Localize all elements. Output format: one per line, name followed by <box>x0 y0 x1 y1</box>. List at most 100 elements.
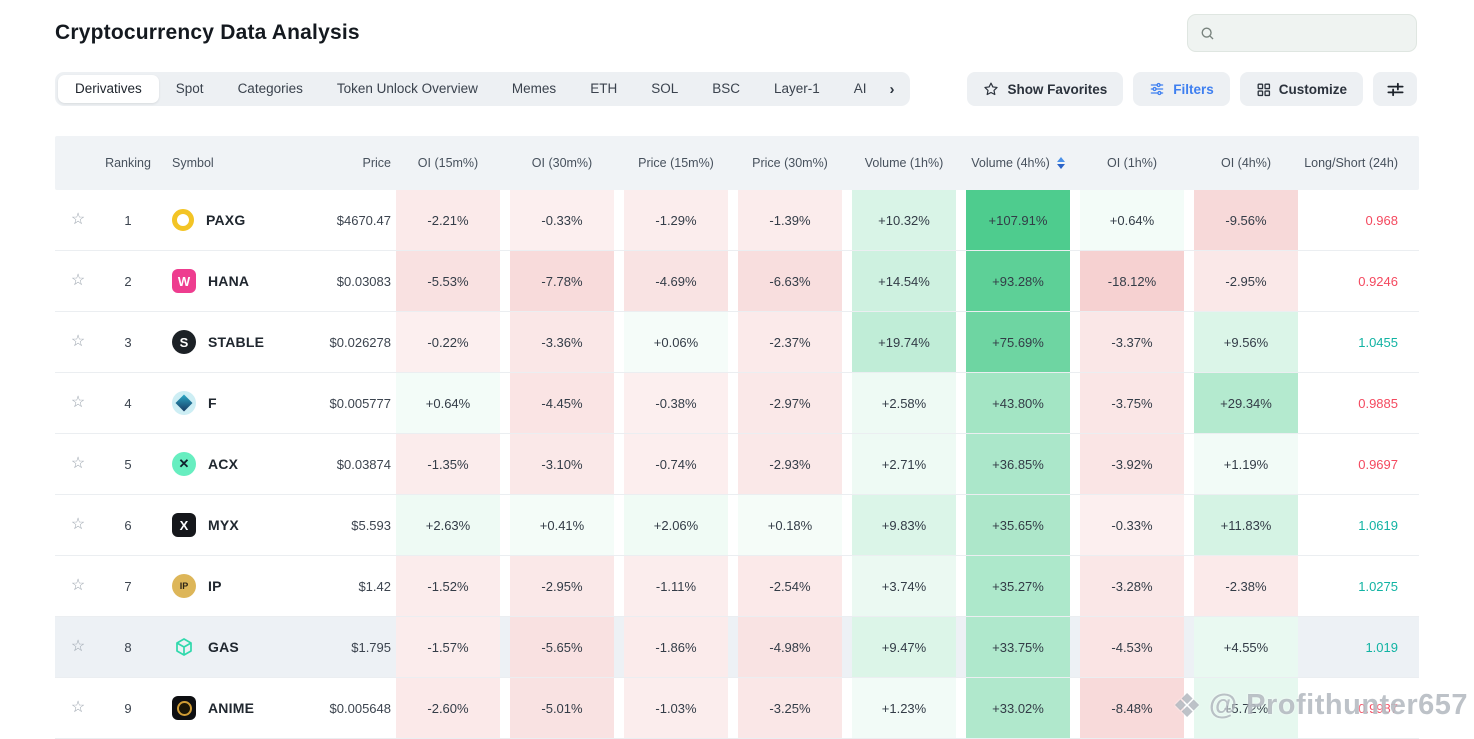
search-input[interactable] <box>1224 24 1405 42</box>
metric-value: +35.65% <box>966 495 1070 555</box>
price-cell: $0.005648 <box>329 700 391 716</box>
symbol-cell[interactable]: F <box>155 373 307 433</box>
metric-value: +14.54% <box>852 251 956 311</box>
column-header-symbol[interactable]: Symbol <box>172 156 214 170</box>
metric-value: -0.33% <box>1080 495 1184 555</box>
metric-cell-price-30m: -1.39% <box>733 190 847 250</box>
metric-cell-price-15m: +2.06% <box>619 495 733 555</box>
equalizer-icon <box>1386 82 1404 96</box>
favorite-star-icon[interactable]: ☆ <box>70 394 86 411</box>
tabs-overflow-chevron-icon[interactable]: › <box>889 80 895 98</box>
tab-derivatives[interactable]: Derivatives <box>58 75 159 103</box>
metric-cell-oi-1h: -3.37% <box>1075 312 1189 372</box>
metric-cell-price-30m: -4.98% <box>733 617 847 677</box>
metric-cell-oi-30m: -3.10% <box>505 434 619 494</box>
metric-cell-price-30m: -2.97% <box>733 373 847 433</box>
symbol-label: GAS <box>208 639 239 655</box>
table-body: ☆ 1 PAXG $4670.47 -2.21% -0.33% -1.29% -1.39% +1… <box>55 190 1419 739</box>
symbol-cell[interactable]: S STABLE <box>155 312 307 372</box>
favorite-star-icon[interactable]: ☆ <box>70 211 86 228</box>
metric-value: +0.18% <box>738 495 842 555</box>
table-row-gas[interactable]: ☆ 8 GAS $1.795 -1.57% -5.65% -1.86% -4.98% +9.47… <box>55 617 1419 678</box>
symbol-cell[interactable]: PAXG <box>155 190 307 250</box>
tab-spot[interactable]: Spot <box>175 81 204 96</box>
filters-button[interactable]: Filters <box>1133 72 1230 106</box>
tab-token-unlock-overview[interactable]: Token Unlock Overview <box>336 81 478 96</box>
column-header-price[interactable]: Price <box>362 156 391 170</box>
table-row-paxg[interactable]: ☆ 1 PAXG $4670.47 -2.21% -0.33% -1.29% -1.39% +1… <box>55 190 1419 251</box>
symbol-cell[interactable]: X MYX <box>155 495 307 555</box>
favorite-cell: ☆ <box>55 556 101 616</box>
tab-bsc[interactable]: BSC <box>712 81 740 96</box>
metric-value: -3.36% <box>510 312 614 372</box>
favorite-star-icon[interactable]: ☆ <box>70 699 86 716</box>
favorite-star-icon[interactable]: ☆ <box>70 455 86 472</box>
gas-logo-icon <box>172 635 196 659</box>
table-row-ip[interactable]: ☆ 7 IP IP $1.42 -1.52% -2.95% -1.11% -2.54% +3.74… <box>55 556 1419 617</box>
tab-eth[interactable]: ETH <box>590 81 618 96</box>
table-row-f[interactable]: ☆ 4 F $0.005777 +0.64% -4.45% -0.38% -2.97% +2.5… <box>55 373 1419 434</box>
favorite-star-icon[interactable]: ☆ <box>70 272 86 289</box>
column-header-ranking[interactable]: Ranking <box>105 156 151 170</box>
rank-cell: 9 <box>124 700 132 716</box>
metric-cell-price-15m: +0.06% <box>619 312 733 372</box>
symbol-cell[interactable]: IP IP <box>155 556 307 616</box>
show-favorites-button[interactable]: Show Favorites <box>967 72 1124 106</box>
metric-value: +9.83% <box>852 495 956 555</box>
column-header-volume-4h[interactable]: Volume (4h%) <box>961 136 1075 190</box>
metric-value: -8.48% <box>1080 678 1184 738</box>
column-header-oi-15m[interactable]: OI (15m%) <box>417 156 479 170</box>
favorite-star-icon[interactable]: ☆ <box>70 333 86 350</box>
metric-value: +2.58% <box>852 373 956 433</box>
metric-value: +4.55% <box>1194 617 1298 677</box>
metric-value: -4.69% <box>624 251 728 311</box>
symbol-cell[interactable]: W HANA <box>155 251 307 311</box>
tab-memes[interactable]: Memes <box>511 81 557 96</box>
favorite-star-icon[interactable]: ☆ <box>70 638 86 655</box>
price-cell: $1.42 <box>358 578 391 594</box>
long-short-cell: 0.9987 <box>1358 700 1398 716</box>
table-row-acx[interactable]: ☆ 5 ✕ ACX $0.03874 -1.35% -3.10% -0.74% -2.93% +2… <box>55 434 1419 495</box>
metric-value: +93.28% <box>966 251 1070 311</box>
rank-cell: 5 <box>124 456 132 472</box>
table-row-hana[interactable]: ☆ 2 W HANA $0.03083 -5.53% -7.78% -4.69% -6.63% +… <box>55 251 1419 312</box>
column-header-volume-1h[interactable]: Volume (1h%) <box>864 156 944 170</box>
column-header-oi-30m[interactable]: OI (30m%) <box>531 156 593 170</box>
metric-cell-price-30m: -2.37% <box>733 312 847 372</box>
sort-icon[interactable] <box>1056 157 1065 169</box>
column-header-price-15m[interactable]: Price (15m%) <box>638 156 714 170</box>
metric-value: -1.29% <box>624 190 728 250</box>
metric-cell-price-30m: -2.93% <box>733 434 847 494</box>
customize-button[interactable]: Customize <box>1239 72 1363 106</box>
metric-value: +2.06% <box>624 495 728 555</box>
controls-row: Derivatives Spot Categories Token Unlock Ov… <box>0 72 1474 106</box>
symbol-cell[interactable]: ANIME <box>155 678 307 738</box>
column-header-long-short-24h[interactable]: Long/Short (24h) <box>1304 156 1398 170</box>
metric-value: +9.47% <box>852 617 956 677</box>
column-header-price-30m[interactable]: Price (30m%) <box>752 156 828 170</box>
tab-bar: Derivatives Spot Categories Token Unlock Ov… <box>55 72 910 106</box>
symbol-cell[interactable]: GAS <box>155 617 307 677</box>
table-row-stable[interactable]: ☆ 3 S STABLE $0.026278 -0.22% -3.36% +0.06% -2.3… <box>55 312 1419 373</box>
metric-cell-price-15m: -0.74% <box>619 434 733 494</box>
metric-value: -2.93% <box>738 434 842 494</box>
tab-categories[interactable]: Categories <box>237 81 303 96</box>
tab-sol[interactable]: SOL <box>651 81 679 96</box>
column-header-oi-4h[interactable]: OI (4h%) <box>1220 156 1271 170</box>
metric-value: -9.56% <box>1194 190 1298 250</box>
search-box[interactable] <box>1187 14 1417 52</box>
metric-value: -2.60% <box>396 678 500 738</box>
metric-value: +0.64% <box>396 373 500 433</box>
tab-layer-1[interactable]: Layer-1 <box>773 81 820 96</box>
column-header-oi-1h[interactable]: OI (1h%) <box>1106 156 1157 170</box>
table-row-myx[interactable]: ☆ 6 X MYX $5.593 +2.63% +0.41% +2.06% +0.18% +9.8… <box>55 495 1419 556</box>
tab-ai[interactable]: AI <box>853 81 867 96</box>
column-settings-button[interactable] <box>1373 72 1417 106</box>
search-icon <box>1201 27 1214 40</box>
favorite-star-icon[interactable]: ☆ <box>70 577 86 594</box>
favorite-star-icon[interactable]: ☆ <box>70 516 86 533</box>
long-short-cell: 1.0619 <box>1358 517 1398 533</box>
symbol-cell[interactable]: ✕ ACX <box>155 434 307 494</box>
table-row-anime[interactable]: ☆ 9 ANIME $0.005648 -2.60% -5.01% -1.03% -3.25%… <box>55 678 1419 739</box>
metric-value: -1.57% <box>396 617 500 677</box>
